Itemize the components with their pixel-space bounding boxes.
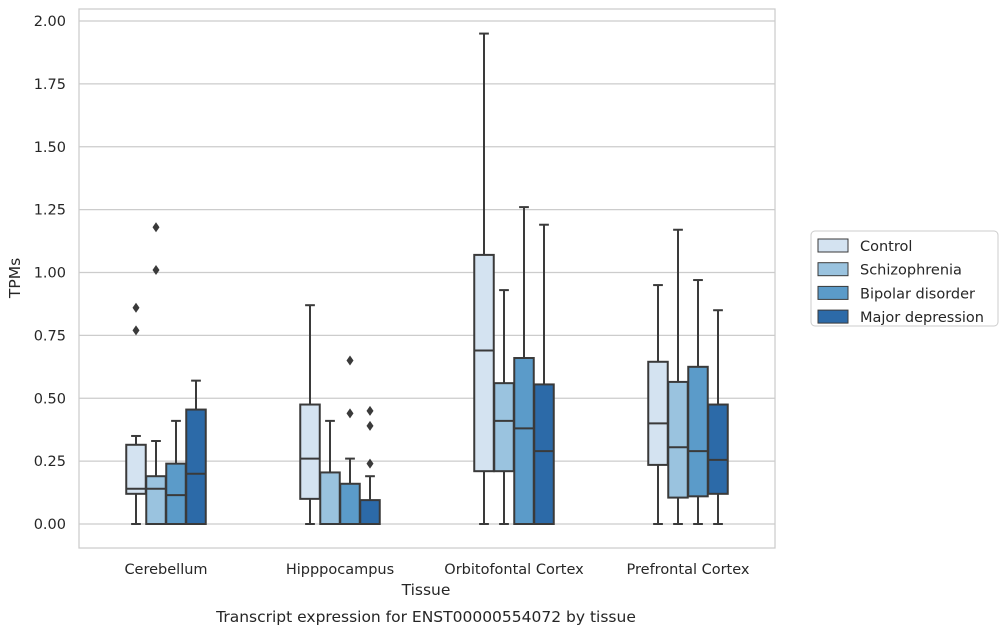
box-plot-area xyxy=(125,32,729,526)
box-bipolar-disorder xyxy=(513,206,535,526)
box-control xyxy=(125,302,147,525)
y-axis-ticks: 0.00 0.25 0.50 0.75 1.00 1.25 1.50 1.75 2.00 xyxy=(34,14,66,533)
box-body xyxy=(359,499,381,526)
y-tick-label: 2.00 xyxy=(34,14,66,30)
legend-swatch xyxy=(817,309,849,324)
outlier-point xyxy=(346,355,354,366)
box-body xyxy=(339,482,361,526)
legend-swatch xyxy=(817,238,849,253)
box-body xyxy=(533,383,555,526)
box-schizophrenia xyxy=(319,419,341,526)
y-tick-label: 0.00 xyxy=(34,517,66,533)
legend-label: Major depression xyxy=(860,310,984,326)
box-body xyxy=(145,475,167,525)
box-bipolar-disorder xyxy=(165,419,187,526)
x-tick-label: Hipppocampus xyxy=(286,562,394,578)
box-body xyxy=(687,365,709,498)
box-body xyxy=(165,462,187,526)
outlier-point xyxy=(152,222,160,233)
chart-caption: Transcript expression for ENST0000055407… xyxy=(215,608,636,626)
box-body xyxy=(647,360,669,466)
x-axis-title: Tissue xyxy=(401,581,451,599)
box-bipolar-disorder xyxy=(687,279,709,525)
box-body xyxy=(473,253,495,473)
box-body xyxy=(667,380,689,499)
legend-label: Control xyxy=(860,239,912,255)
outlier-point xyxy=(152,264,160,275)
outlier-point xyxy=(132,302,140,313)
box-bipolar-disorder xyxy=(339,355,361,526)
x-tick-label: Cerebellum xyxy=(124,562,207,578)
legend-label: Bipolar disorder xyxy=(860,286,975,302)
legend: Control Schizophrenia Bipolar disorder Majo… xyxy=(810,230,999,327)
box-control xyxy=(299,304,321,525)
box-schizophrenia xyxy=(145,222,167,525)
outlier-point xyxy=(346,408,354,419)
box-schizophrenia xyxy=(667,228,689,525)
plot-frame xyxy=(78,8,776,549)
box-body xyxy=(299,403,321,500)
legend-label: Schizophrenia xyxy=(860,263,962,279)
box-schizophrenia xyxy=(493,289,515,525)
outlier-point xyxy=(366,405,374,416)
box-major-depression xyxy=(533,223,555,526)
y-tick-label: 1.50 xyxy=(34,140,66,156)
box-major-depression xyxy=(707,309,729,525)
box-body xyxy=(493,382,515,473)
y-tick-label: 0.75 xyxy=(34,328,66,344)
legend-frame xyxy=(810,230,999,327)
x-tick-label: Orbitofontal Cortex xyxy=(444,562,584,578)
box-major-depression xyxy=(185,379,207,526)
box-control xyxy=(473,32,495,525)
y-tick-label: 0.25 xyxy=(34,454,66,470)
y-tick-label: 1.25 xyxy=(34,203,66,219)
box-body xyxy=(707,403,729,495)
box-body xyxy=(319,471,341,526)
box-control xyxy=(647,284,669,525)
outlier-point xyxy=(366,420,374,431)
outlier-point xyxy=(366,458,374,469)
x-tick-label: Prefrontal Cortex xyxy=(627,562,750,578)
box-body xyxy=(185,408,207,526)
box-body xyxy=(513,357,535,526)
outlier-point xyxy=(132,325,140,336)
legend-swatch xyxy=(817,285,849,300)
y-tick-label: 1.00 xyxy=(34,266,66,282)
x-axis-ticks: Cerebellum Hipppocampus Orbitofontal Corte… xyxy=(124,562,749,578)
legend-swatch xyxy=(817,262,849,277)
y-axis-title: TPMs xyxy=(6,258,24,299)
box-body xyxy=(125,443,147,495)
y-tick-label: 0.50 xyxy=(34,391,66,407)
y-tick-label: 1.75 xyxy=(34,77,66,93)
box-major-depression xyxy=(359,405,381,526)
